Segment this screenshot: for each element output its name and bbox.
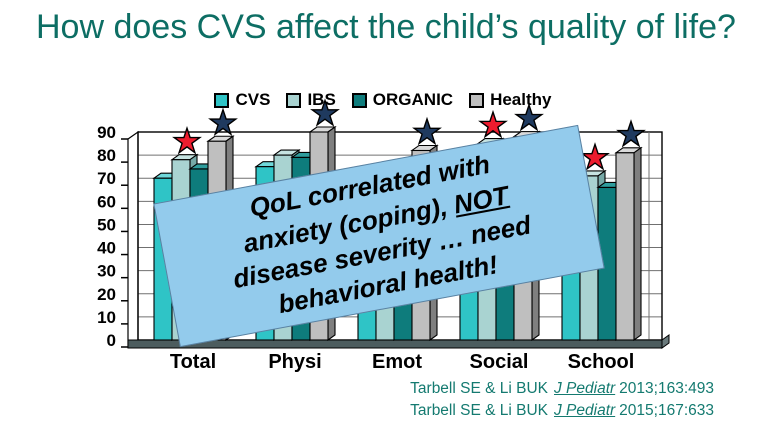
chart-floor-cap [661, 334, 670, 349]
legend-label-organic: ORGANIC [372, 90, 454, 109]
chart-legend: CVS IBS ORGANIC Healthy [0, 88, 766, 112]
bar-healthy-school [615, 152, 635, 341]
y-tick-label: 60 [97, 192, 116, 211]
x-category-label: School [568, 351, 635, 373]
legend-swatch-cvs [214, 92, 230, 108]
axis-wall [127, 130, 139, 349]
red-star [172, 125, 202, 155]
x-category-label: Emot [372, 351, 422, 373]
y-tick-label: 70 [97, 169, 116, 188]
legend-item-ibs: IBS [286, 90, 336, 110]
citation-authors: Tarbell SE & Li BUK [410, 380, 548, 397]
y-tick-label: 90 [97, 123, 116, 142]
navy-star [412, 116, 442, 146]
y-tick-label: 40 [97, 239, 116, 258]
navy-star [310, 98, 340, 127]
y-tick-label: 50 [97, 215, 116, 234]
legend-label-ibs: IBS [307, 90, 336, 109]
y-tick-label: 30 [97, 262, 116, 281]
legend-swatch-ibs [286, 92, 302, 108]
citation-journal-link[interactable]: J Pediatr [554, 380, 616, 397]
y-tick-label: 10 [97, 308, 116, 327]
y-tick-label: 0 [107, 331, 116, 350]
slide-title: How does CVS affect the child’s quality … [36, 8, 736, 46]
legend-swatch-healthy [469, 92, 485, 108]
legend-item-organic: ORGANIC [351, 90, 454, 110]
citation-ref: 2013;163:493 [619, 380, 714, 397]
legend-swatch-organic [351, 92, 367, 108]
legend-item-healthy: Healthy [469, 90, 552, 110]
x-category-label: Physi [268, 351, 321, 373]
legend-label-cvs: CVS [235, 90, 271, 109]
citation-journal-link[interactable]: J Pediatr [554, 401, 616, 419]
citation-line-2013: Tarbell SE & Li BUK J Pediatr 2013;163:493 [410, 378, 714, 400]
navy-star [208, 107, 238, 137]
citation-ref: 2015;167:633 [619, 401, 714, 419]
y-tick-label: 20 [97, 285, 116, 304]
legend-label-healthy: Healthy [490, 90, 552, 109]
citation-authors: Tarbell SE & Li BUK [410, 401, 548, 419]
navy-star [514, 102, 544, 132]
x-category-label: Social [470, 351, 529, 373]
red-star [478, 109, 508, 139]
citations: Tarbell SE & Li BUK J Pediatr 2013;163:493… [410, 378, 714, 421]
bar-side-healthy [633, 146, 642, 342]
red-star [580, 142, 610, 171]
navy-star [616, 119, 646, 148]
x-category-label: Total [170, 351, 216, 373]
y-tick-label: 80 [97, 146, 116, 165]
citation-line-2015: Tarbell SE & Li BUK J Pediatr 2015;167:633 [410, 400, 714, 422]
legend-item-cvs: CVS [214, 90, 270, 110]
